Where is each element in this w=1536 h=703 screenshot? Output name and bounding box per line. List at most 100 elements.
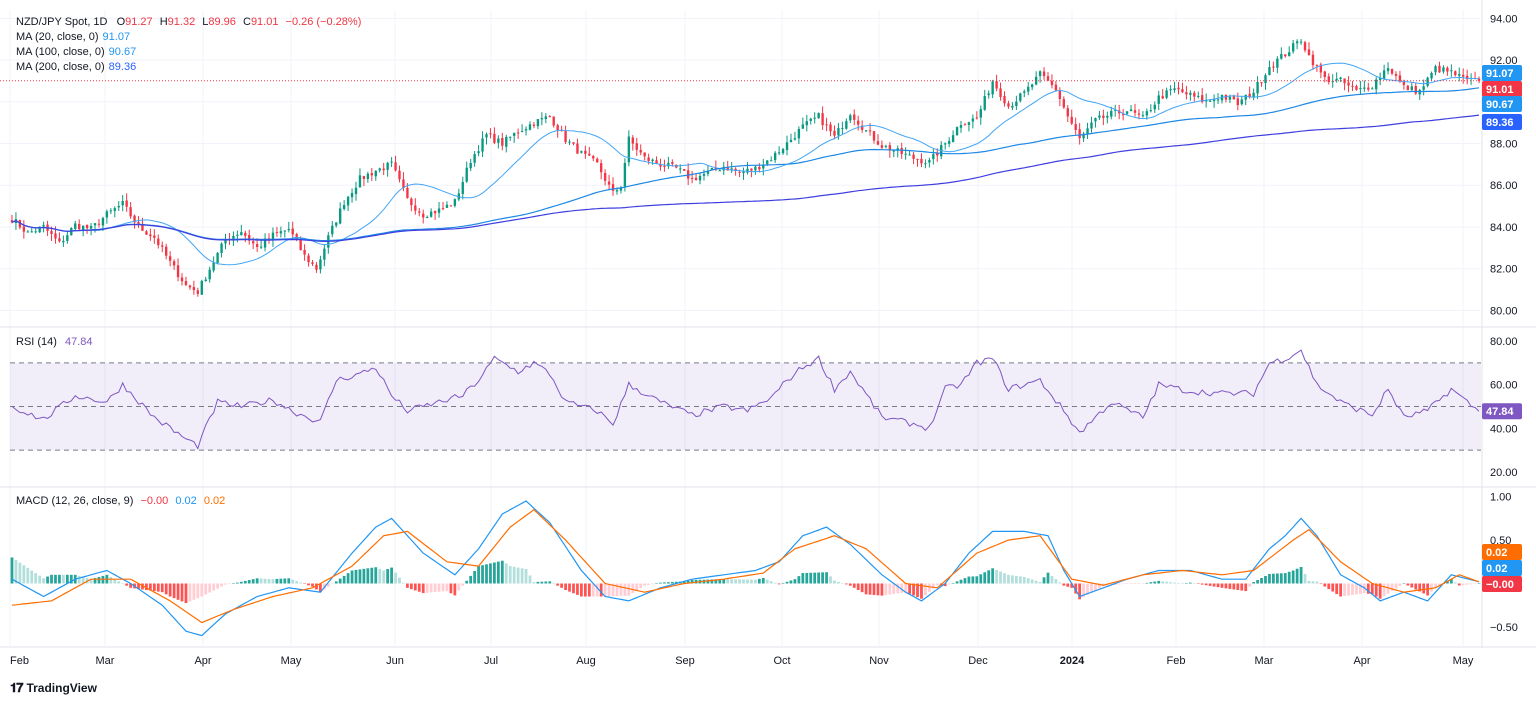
candle-body[interactable] <box>1406 85 1410 91</box>
candle-body[interactable] <box>493 133 496 143</box>
candle-body[interactable] <box>773 152 777 161</box>
candle-body[interactable] <box>959 125 963 128</box>
candle-body[interactable] <box>552 116 555 126</box>
candle-body[interactable] <box>1197 95 1200 97</box>
candle-body[interactable] <box>113 208 116 211</box>
tradingview-logo[interactable]: 𝟏𝟕 TradingView <box>10 680 97 696</box>
candle-body[interactable] <box>1070 116 1073 124</box>
candle-body[interactable] <box>623 162 627 187</box>
candle-body[interactable] <box>975 117 979 119</box>
candle-body[interactable] <box>34 231 37 233</box>
candle-body[interactable] <box>54 233 57 239</box>
candle-body[interactable] <box>1193 92 1196 97</box>
candle-body[interactable] <box>398 170 401 180</box>
candle-body[interactable] <box>1315 64 1319 66</box>
candle-body[interactable] <box>1038 71 1042 77</box>
candle-body[interactable] <box>342 205 346 209</box>
candle-body[interactable] <box>663 165 666 167</box>
candle-body[interactable] <box>750 168 753 171</box>
candle-body[interactable] <box>1121 114 1125 116</box>
price-pane[interactable] <box>0 39 1481 297</box>
candle-body[interactable] <box>271 232 275 240</box>
candle-body[interactable] <box>1169 89 1172 91</box>
candle-body[interactable] <box>928 160 931 163</box>
candle-body[interactable] <box>1394 74 1398 76</box>
candle-body[interactable] <box>378 168 381 171</box>
candle-body[interactable] <box>1422 86 1425 90</box>
candle-body[interactable] <box>580 151 583 153</box>
candle-body[interactable] <box>967 122 971 125</box>
rsi-pane[interactable] <box>10 349 1481 451</box>
candle-body[interactable] <box>66 235 69 241</box>
candle-body[interactable] <box>149 234 152 237</box>
candle-body[interactable] <box>433 210 437 214</box>
candle-body[interactable] <box>350 192 354 198</box>
candle-body[interactable] <box>1268 67 1271 76</box>
candle-body[interactable] <box>212 262 215 271</box>
ma100-legend[interactable]: MA (100, close, 0) 90.67 <box>16 45 136 60</box>
macd-signal-line[interactable] <box>11 508 1480 624</box>
candle-body[interactable] <box>599 163 603 173</box>
candle-body[interactable] <box>785 142 789 151</box>
candle-body[interactable] <box>319 259 322 270</box>
rsi-line[interactable] <box>11 349 1480 450</box>
candle-body[interactable] <box>777 152 781 154</box>
candle-body[interactable] <box>1434 66 1437 73</box>
candle-body[interactable] <box>10 220 14 223</box>
candle-body[interactable] <box>1078 129 1081 139</box>
ma20-line[interactable] <box>11 62 1479 266</box>
candle-body[interactable] <box>1161 96 1164 99</box>
candle-body[interactable] <box>805 121 808 126</box>
candle-body[interactable] <box>1264 75 1267 84</box>
candle-body[interactable] <box>129 207 132 217</box>
candle-body[interactable] <box>825 124 828 126</box>
candle-body[interactable] <box>501 137 504 146</box>
candle-body[interactable] <box>1110 110 1113 117</box>
candle-body[interactable] <box>81 225 85 231</box>
candle-body[interactable] <box>1442 67 1445 72</box>
candle-body[interactable] <box>172 261 176 266</box>
candle-body[interactable] <box>216 252 219 263</box>
candle-body[interactable] <box>667 162 670 167</box>
candle-body[interactable] <box>1133 110 1137 113</box>
candle-body[interactable] <box>683 169 686 171</box>
candle-body[interactable] <box>275 231 279 233</box>
candle-body[interactable] <box>497 138 500 143</box>
candle-body[interactable] <box>864 130 868 132</box>
candle-body[interactable] <box>1201 95 1204 102</box>
candle-body[interactable] <box>860 125 864 130</box>
candle-body[interactable] <box>544 116 547 119</box>
candle-body[interactable] <box>872 131 876 141</box>
candle-body[interactable] <box>307 255 310 263</box>
candle-body[interactable] <box>1034 76 1038 85</box>
candle-body[interactable] <box>991 81 994 95</box>
candle-body[interactable] <box>74 223 77 229</box>
candle-body[interactable] <box>1204 100 1208 102</box>
candle-body[interactable] <box>165 246 168 256</box>
candle-body[interactable] <box>1339 77 1342 80</box>
candle-body[interactable] <box>1371 88 1374 90</box>
candle-body[interactable] <box>904 153 907 155</box>
candle-body[interactable] <box>1378 77 1382 80</box>
candle-body[interactable] <box>366 173 370 179</box>
candle-body[interactable] <box>259 246 263 248</box>
candle-body[interactable] <box>248 235 251 241</box>
candle-body[interactable] <box>418 211 421 213</box>
candle-body[interactable] <box>1019 93 1022 101</box>
candle-body[interactable] <box>619 187 623 191</box>
candle-body[interactable] <box>1402 81 1406 85</box>
candle-body[interactable] <box>797 129 801 139</box>
candle-body[interactable] <box>1086 128 1089 135</box>
candle-body[interactable] <box>180 277 184 282</box>
candle-body[interactable] <box>924 163 927 165</box>
candle-body[interactable] <box>520 130 524 132</box>
candle-body[interactable] <box>1280 54 1283 59</box>
candle-body[interactable] <box>801 124 805 129</box>
candle-body[interactable] <box>1031 84 1034 88</box>
candle-body[interactable] <box>955 127 959 136</box>
candle-body[interactable] <box>315 264 318 270</box>
ma100-line[interactable] <box>11 87 1480 242</box>
candle-body[interactable] <box>38 226 41 233</box>
candle-body[interactable] <box>303 249 306 255</box>
candle-body[interactable] <box>1359 88 1362 90</box>
